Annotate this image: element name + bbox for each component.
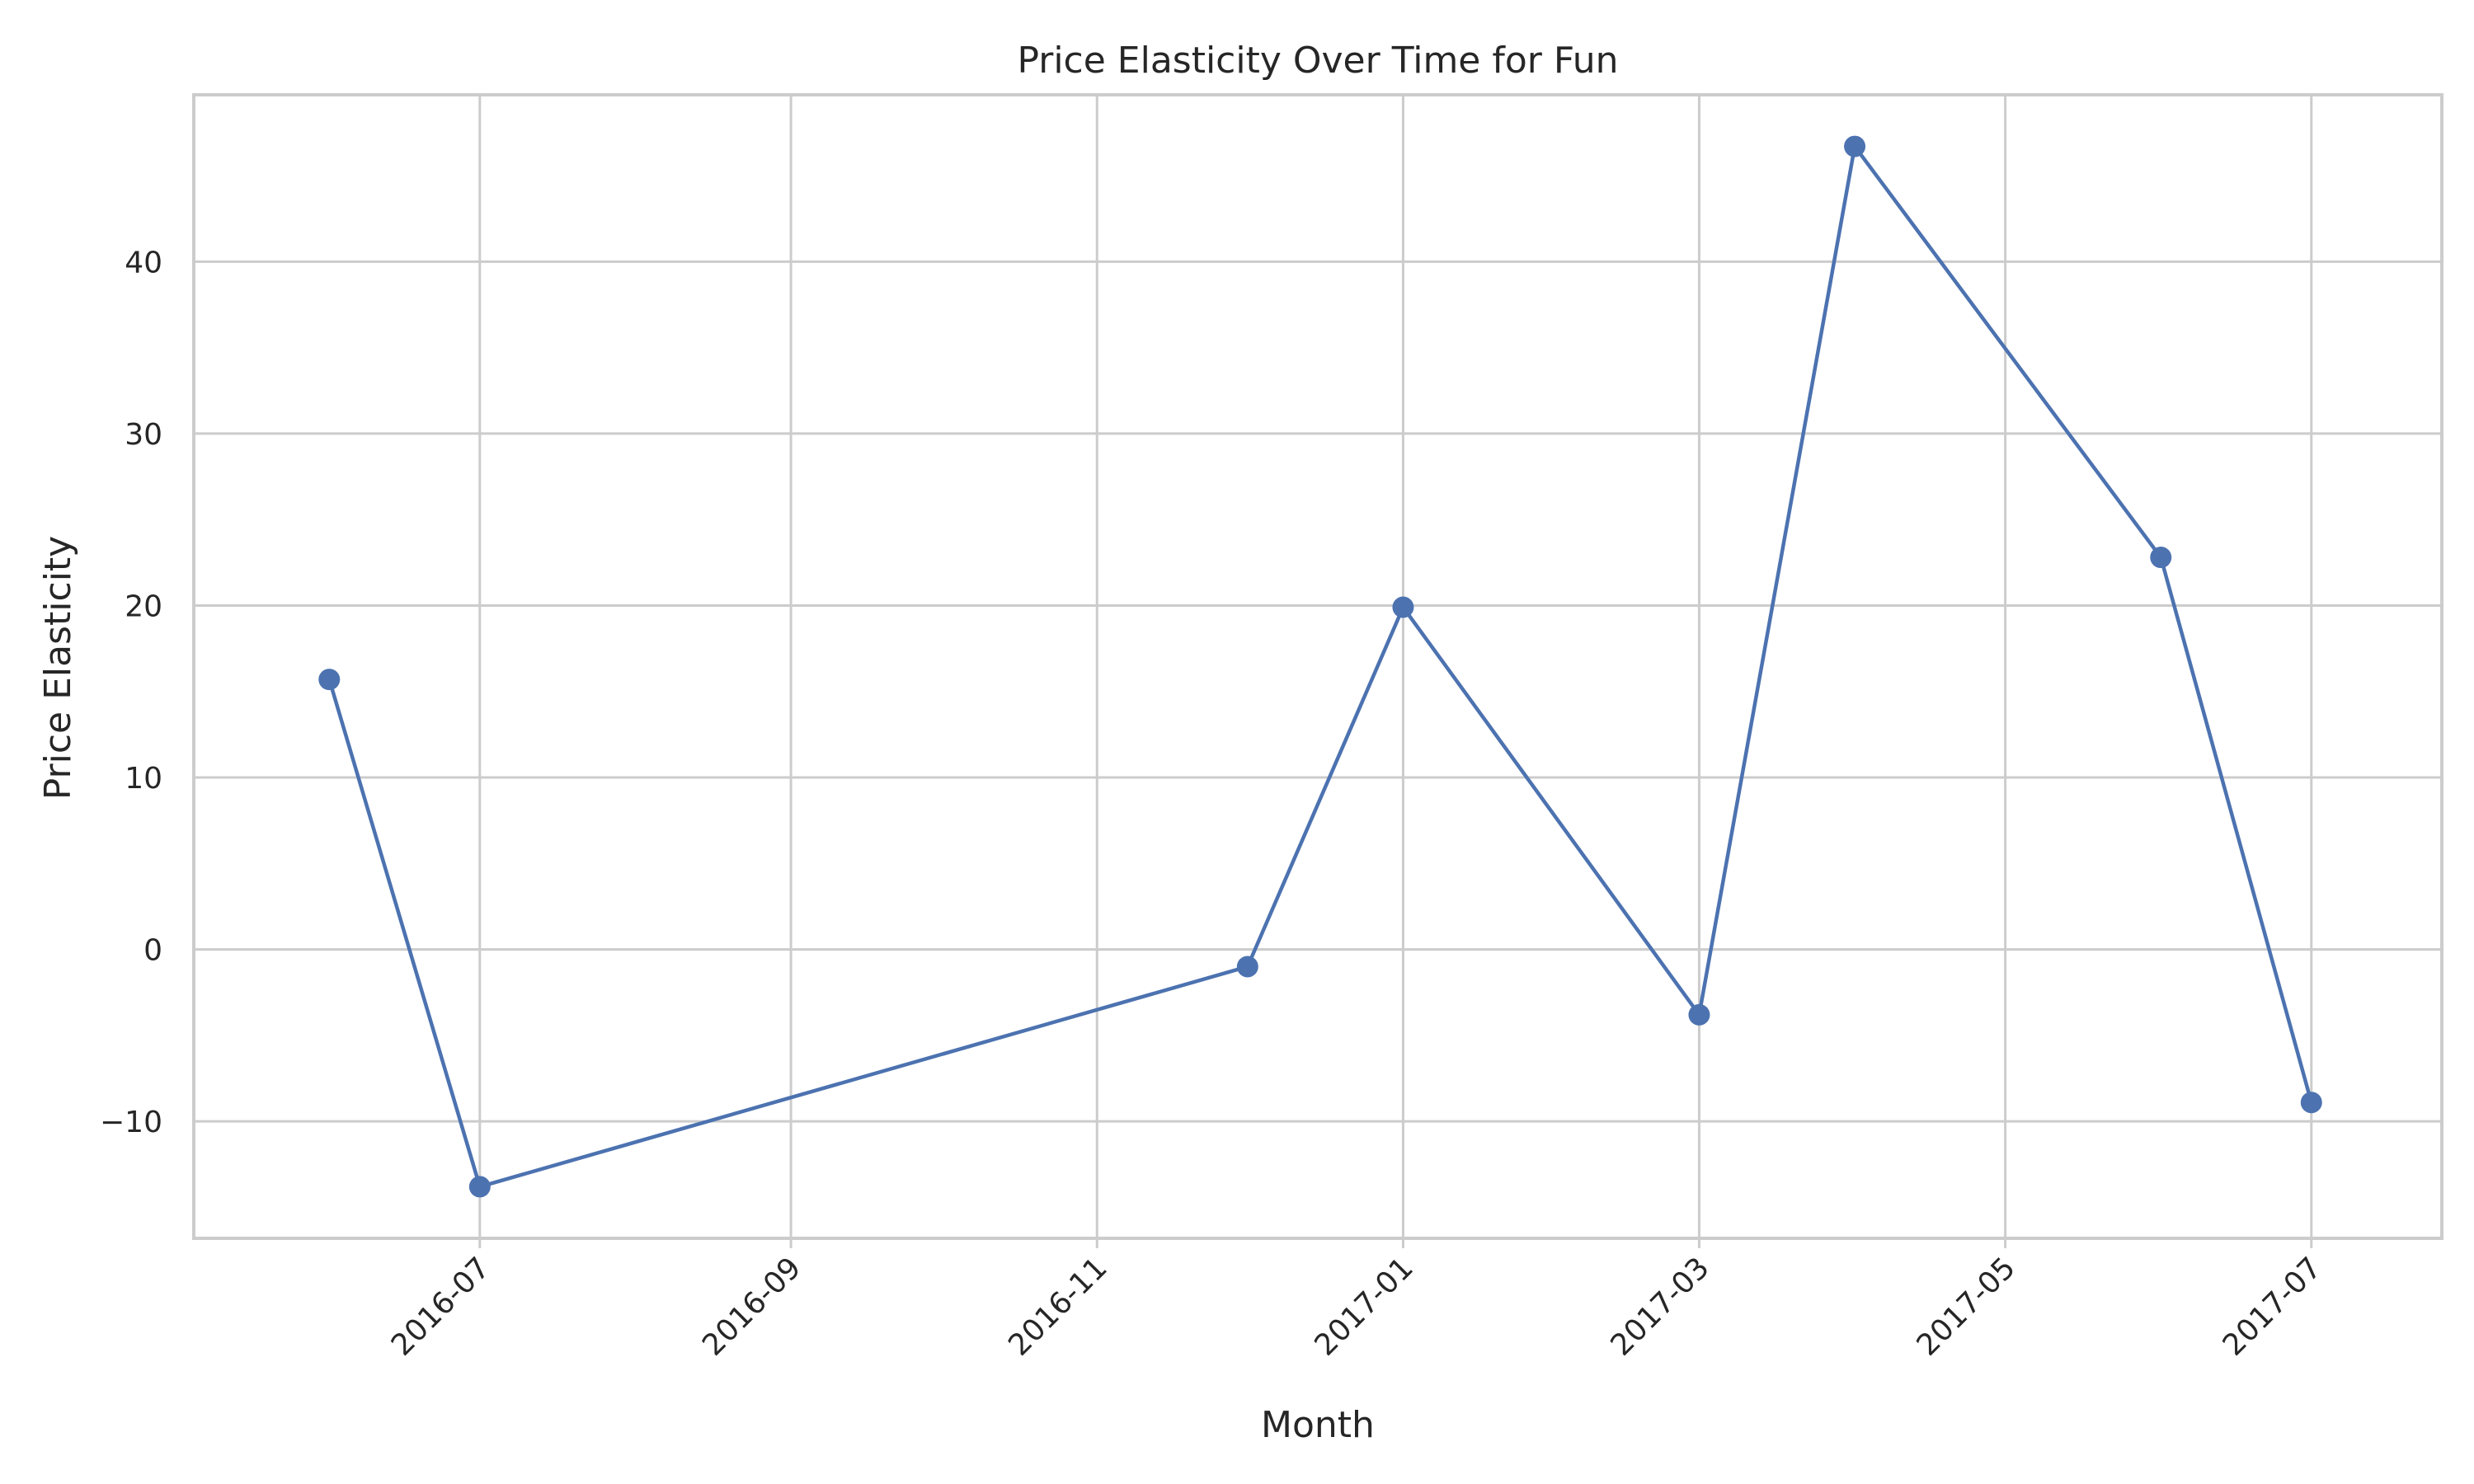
data-point-2017-04-01: [1844, 135, 1866, 157]
y-tick-label: 40: [125, 246, 162, 279]
y-tick-label: 0: [143, 934, 162, 968]
y-tick-label: −10: [100, 1106, 162, 1139]
x-tick-label: 2017-03: [1604, 1251, 1715, 1362]
y-axis-label: Price Elasticity: [37, 536, 79, 800]
data-point-2016-07-01: [468, 1176, 491, 1198]
x-tick-label: 2016-07: [385, 1251, 496, 1362]
tick-layer: 2016-07 2016-09 2016-11 2017-01 2017-03 2017-…: [100, 246, 2328, 1362]
y-tick-label: 30: [125, 418, 162, 452]
grid: [194, 95, 2442, 1238]
y-tick-label: 10: [125, 762, 162, 796]
x-tick-label: 2017-07: [2217, 1251, 2328, 1362]
data-point-2017-07-01: [2300, 1092, 2322, 1114]
series-layer: [318, 135, 2322, 1198]
plot-frame: [192, 93, 2443, 1240]
data-point-2017-03-01: [1688, 1003, 1710, 1026]
x-axis-label: Month: [1261, 1404, 1375, 1446]
x-tick-label: 2017-01: [1308, 1251, 1419, 1362]
data-point-2016-12-01: [1236, 956, 1258, 978]
x-tick-label: 2017-05: [1911, 1251, 2022, 1362]
data-point-2017-01-01: [1392, 596, 1414, 618]
x-tick-label: 2016-09: [696, 1251, 807, 1362]
chart-title: Price Elasticity Over Time for Fun: [1017, 40, 1618, 82]
data-point-2016-06-01: [318, 669, 341, 691]
data-point-2017-06-01: [2150, 547, 2172, 569]
series-line: [327, 144, 2313, 1189]
x-tick-label: 2016-11: [1002, 1251, 1113, 1362]
y-tick-label: 20: [125, 589, 162, 623]
